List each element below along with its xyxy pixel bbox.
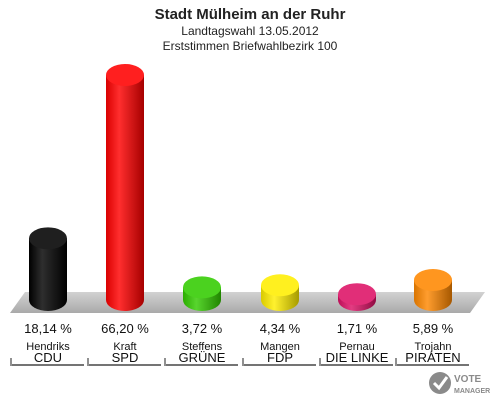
bar-top-spd bbox=[106, 64, 144, 86]
party-label: FDP bbox=[267, 350, 293, 365]
value-label: 4,34 % bbox=[260, 321, 301, 336]
party-label: CDU bbox=[34, 350, 62, 365]
value-label: 5,89 % bbox=[413, 321, 454, 336]
party-label: DIE LINKE bbox=[326, 350, 389, 365]
chart-subtitle: Landtagswahl 13.05.2012 bbox=[181, 24, 319, 38]
candidate-label: Kraft bbox=[113, 341, 136, 353]
party-label: GRÜNE bbox=[179, 350, 226, 365]
chart-floor bbox=[10, 292, 485, 313]
party-label: PIRATEN bbox=[405, 350, 460, 365]
value-label: 1,71 % bbox=[337, 321, 378, 336]
bar-cdu bbox=[29, 238, 67, 311]
candidate-label: Hendriks bbox=[26, 341, 70, 353]
value-label: 3,72 % bbox=[182, 321, 223, 336]
logo-text-manager: MANAGER bbox=[454, 388, 490, 395]
candidate-label: Mangen bbox=[260, 341, 300, 353]
candidate-label: Trojahn bbox=[415, 341, 452, 353]
chart-title: Stadt Mülheim an der Ruhr bbox=[154, 6, 346, 23]
bar-top-die-linke bbox=[338, 283, 376, 306]
candidate-label: Steffens bbox=[182, 341, 223, 353]
party-label: SPD bbox=[112, 350, 139, 365]
bar-top-fdp bbox=[261, 274, 299, 297]
value-label: 18,14 % bbox=[24, 321, 72, 336]
chart-subtitle-2: Erststimmen Briefwahlbezirk 100 bbox=[162, 39, 338, 53]
bar-spd bbox=[106, 75, 144, 311]
bar-top-piraten bbox=[414, 268, 452, 291]
logo-text-vote: VOTE bbox=[454, 374, 482, 385]
value-label: 66,20 % bbox=[101, 321, 149, 336]
candidate-label: Pernau bbox=[339, 341, 374, 353]
vote-manager-logo: VOTE MANAGER bbox=[428, 368, 496, 398]
bar-top-gr-ne bbox=[183, 276, 221, 299]
bar-top-cdu bbox=[29, 227, 67, 250]
